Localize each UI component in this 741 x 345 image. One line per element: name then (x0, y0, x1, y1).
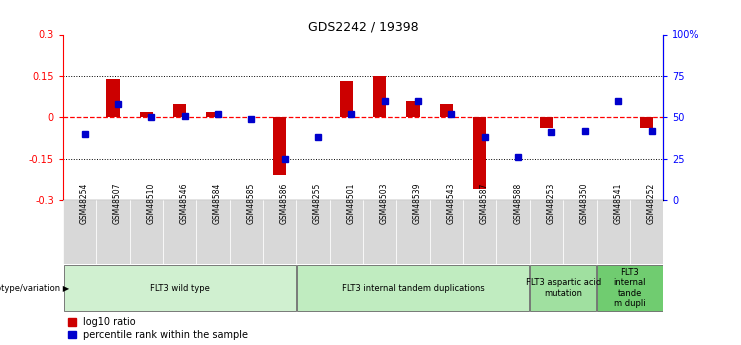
Text: GSM48584: GSM48584 (213, 183, 222, 224)
FancyBboxPatch shape (597, 265, 662, 311)
Bar (373, 76, 387, 117)
FancyBboxPatch shape (63, 200, 96, 264)
Bar (206, 112, 219, 117)
Text: GSM48253: GSM48253 (546, 183, 556, 224)
FancyBboxPatch shape (530, 200, 563, 264)
FancyBboxPatch shape (363, 200, 396, 264)
Bar (173, 104, 186, 117)
Bar (539, 117, 553, 128)
FancyBboxPatch shape (630, 200, 663, 264)
Text: GSM48546: GSM48546 (179, 183, 189, 224)
Text: GSM48586: GSM48586 (279, 183, 289, 224)
Text: GSM48503: GSM48503 (380, 183, 389, 224)
FancyBboxPatch shape (163, 200, 196, 264)
FancyBboxPatch shape (230, 200, 263, 264)
Bar (640, 117, 654, 128)
Bar (273, 117, 286, 175)
Text: GSM48254: GSM48254 (80, 183, 89, 224)
Bar (473, 117, 487, 189)
FancyBboxPatch shape (296, 200, 330, 264)
Bar (139, 112, 153, 117)
Text: GSM48585: GSM48585 (246, 183, 256, 224)
Text: GSM48587: GSM48587 (480, 183, 489, 224)
Text: GSM48252: GSM48252 (646, 183, 656, 224)
Text: GSM48541: GSM48541 (614, 183, 622, 224)
Text: GSM48350: GSM48350 (579, 183, 589, 224)
Title: GDS2242 / 19398: GDS2242 / 19398 (308, 20, 419, 33)
Text: GSM48255: GSM48255 (313, 183, 322, 224)
FancyBboxPatch shape (463, 200, 496, 264)
FancyBboxPatch shape (430, 200, 463, 264)
FancyBboxPatch shape (330, 200, 363, 264)
FancyBboxPatch shape (396, 200, 430, 264)
Text: FLT3 wild type: FLT3 wild type (150, 284, 210, 293)
FancyBboxPatch shape (297, 265, 529, 311)
FancyBboxPatch shape (563, 200, 597, 264)
Bar (107, 79, 119, 117)
Legend: log10 ratio, percentile rank within the sample: log10 ratio, percentile rank within the … (68, 317, 248, 340)
Text: GSM48588: GSM48588 (513, 183, 522, 224)
FancyBboxPatch shape (263, 200, 296, 264)
Bar (440, 104, 453, 117)
Bar (406, 101, 419, 117)
Text: FLT3
internal
tande
m dupli: FLT3 internal tande m dupli (614, 268, 646, 308)
FancyBboxPatch shape (130, 200, 163, 264)
FancyBboxPatch shape (196, 200, 230, 264)
Text: FLT3 internal tandem duplications: FLT3 internal tandem duplications (342, 284, 485, 293)
Text: GSM48543: GSM48543 (446, 183, 456, 224)
Text: genotype/variation ▶: genotype/variation ▶ (0, 284, 69, 293)
FancyBboxPatch shape (96, 200, 130, 264)
FancyBboxPatch shape (531, 265, 596, 311)
Text: GSM48510: GSM48510 (146, 183, 156, 224)
FancyBboxPatch shape (64, 265, 296, 311)
Text: GSM48539: GSM48539 (413, 183, 422, 224)
Bar (339, 81, 353, 117)
FancyBboxPatch shape (597, 200, 630, 264)
FancyBboxPatch shape (496, 200, 530, 264)
Text: FLT3 aspartic acid
mutation: FLT3 aspartic acid mutation (525, 278, 601, 298)
Text: GSM48501: GSM48501 (347, 183, 356, 224)
Text: GSM48507: GSM48507 (113, 183, 122, 224)
